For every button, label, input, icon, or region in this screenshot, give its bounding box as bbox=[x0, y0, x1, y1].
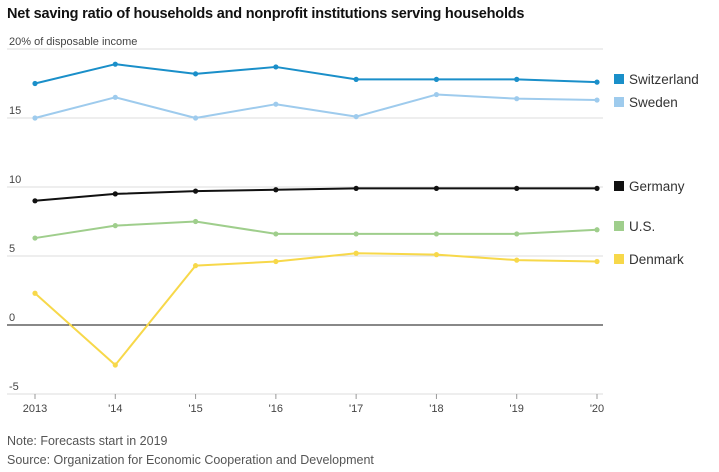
series-lines bbox=[32, 61, 600, 368]
legend-swatch bbox=[614, 181, 624, 191]
data-point bbox=[514, 76, 520, 82]
data-point bbox=[273, 101, 279, 107]
y-tick-label: 5 bbox=[9, 243, 15, 255]
data-point bbox=[273, 187, 279, 193]
legend: Switzerland Sweden Germany U.S. Denmark bbox=[614, 72, 699, 267]
data-point bbox=[594, 227, 600, 233]
data-point bbox=[353, 250, 359, 256]
data-point bbox=[514, 231, 520, 237]
chart-title: Net saving ratio of households and nonpr… bbox=[7, 6, 525, 22]
x-tick-label: '14 bbox=[108, 403, 122, 415]
data-point bbox=[594, 185, 600, 191]
data-point bbox=[192, 71, 199, 77]
data-point bbox=[112, 61, 118, 67]
data-point bbox=[433, 185, 440, 191]
legend-swatch bbox=[614, 97, 624, 107]
data-point bbox=[32, 290, 38, 296]
legend-label: U.S. bbox=[629, 219, 655, 234]
x-tick-label: '20 bbox=[590, 403, 604, 415]
series-line-denmark bbox=[34, 252, 598, 367]
data-point bbox=[273, 258, 279, 265]
y-axis-ticks: 20% of disposable income 15 10 5 0 -5 bbox=[9, 36, 137, 393]
data-point bbox=[353, 231, 359, 237]
data-point bbox=[32, 80, 38, 87]
x-tick-label: '16 bbox=[269, 403, 283, 415]
data-point bbox=[112, 223, 118, 229]
data-point bbox=[594, 97, 600, 103]
data-point bbox=[273, 231, 279, 237]
data-point bbox=[112, 94, 118, 100]
data-point bbox=[192, 218, 199, 225]
legend-label: Switzerland bbox=[629, 72, 699, 87]
data-point bbox=[273, 64, 279, 70]
data-point bbox=[112, 191, 118, 197]
data-point bbox=[594, 258, 600, 265]
x-tick-label: '15 bbox=[188, 403, 202, 415]
data-point bbox=[32, 235, 38, 241]
data-point bbox=[594, 79, 600, 85]
y-tick-label: 10 bbox=[9, 174, 21, 186]
data-point bbox=[192, 115, 199, 121]
legend-label: Sweden bbox=[629, 95, 678, 110]
data-point bbox=[514, 257, 520, 263]
x-tick-label: '17 bbox=[349, 403, 363, 415]
data-point bbox=[433, 231, 440, 237]
data-point bbox=[433, 252, 440, 258]
x-axis-ticks: 2013 '14 '15 '16 '17 '18 '19 '20 bbox=[23, 394, 604, 415]
data-point bbox=[514, 185, 520, 191]
data-point bbox=[192, 188, 199, 194]
legend-swatch bbox=[614, 74, 624, 84]
series-line-u-s bbox=[34, 220, 598, 240]
x-tick-label: 2013 bbox=[23, 403, 47, 415]
data-point bbox=[433, 76, 440, 82]
x-tick-label: '18 bbox=[429, 403, 443, 415]
data-point bbox=[433, 91, 440, 98]
legend-swatch bbox=[614, 221, 624, 231]
x-tick-label: '19 bbox=[510, 403, 524, 415]
data-point bbox=[353, 114, 359, 120]
y-unit-label: 20% of disposable income bbox=[9, 36, 137, 48]
y-tick-label: 0 bbox=[9, 312, 15, 324]
y-tick-label: 15 bbox=[9, 105, 21, 117]
y-tick-label: -5 bbox=[9, 381, 19, 393]
chart-note: Note: Forecasts start in 2019 bbox=[7, 434, 168, 448]
data-point bbox=[353, 76, 359, 82]
gridlines bbox=[7, 48, 603, 395]
data-point bbox=[514, 96, 520, 102]
legend-swatch bbox=[614, 254, 624, 264]
series-line-germany bbox=[34, 187, 598, 202]
data-point bbox=[112, 362, 118, 368]
data-point bbox=[32, 115, 38, 121]
chart-source: Source: Organization for Economic Cooper… bbox=[7, 453, 374, 467]
legend-label: Denmark bbox=[629, 252, 684, 267]
data-point bbox=[353, 185, 359, 191]
data-point bbox=[192, 263, 199, 269]
legend-label: Germany bbox=[629, 179, 685, 194]
data-point bbox=[32, 198, 38, 204]
series-line-switzerland bbox=[34, 63, 598, 85]
series-line-sweden bbox=[34, 93, 598, 119]
